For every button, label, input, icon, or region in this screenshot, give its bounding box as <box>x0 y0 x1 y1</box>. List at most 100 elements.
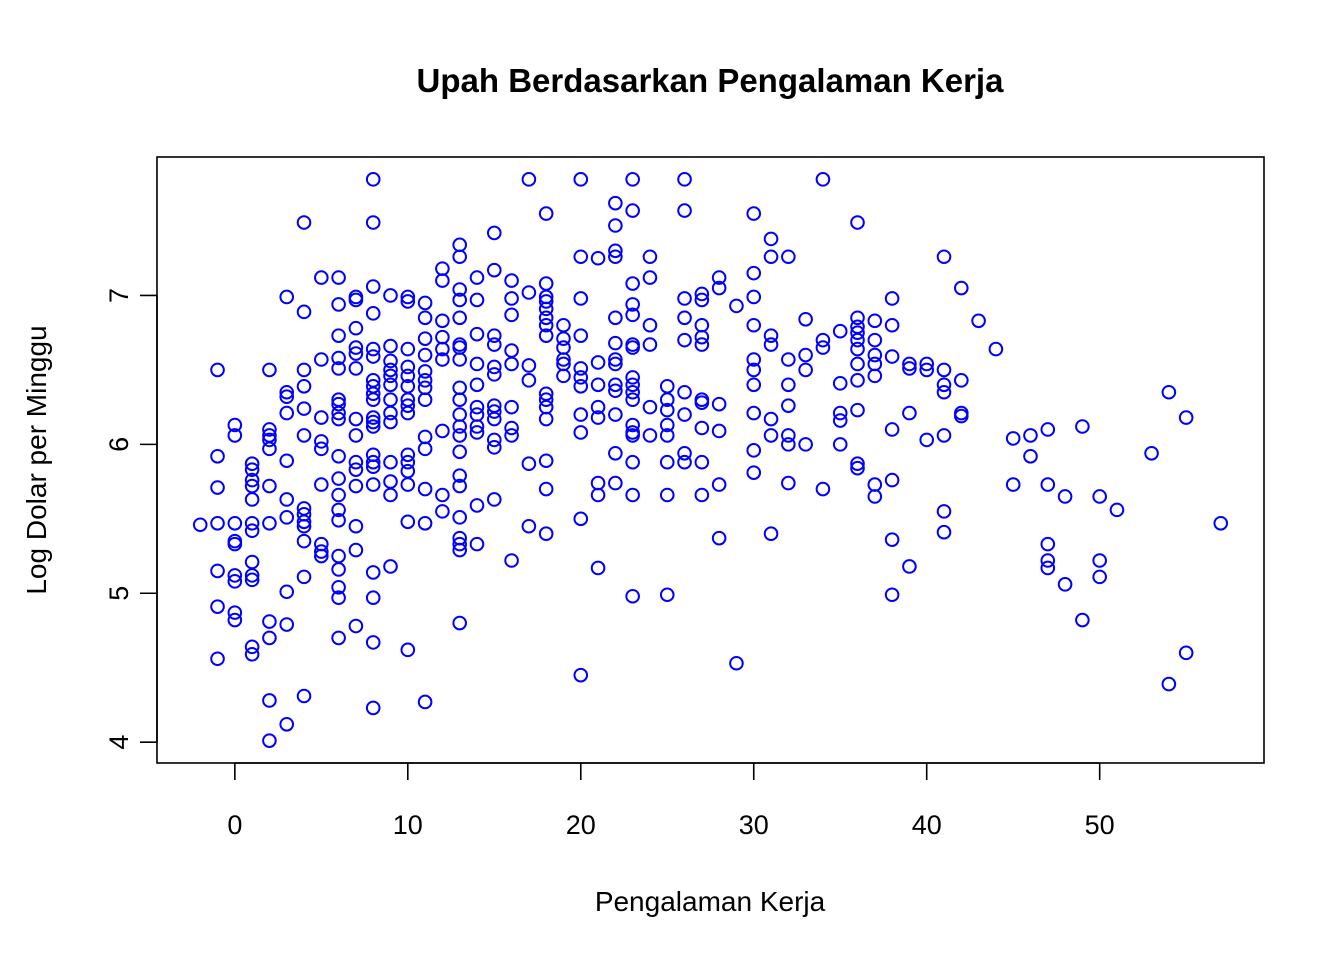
data-point <box>383 362 398 378</box>
data-point <box>279 510 295 525</box>
data-point <box>556 352 571 367</box>
data-point <box>279 617 295 632</box>
data-point <box>850 341 865 357</box>
data-point <box>400 368 416 384</box>
data-point <box>504 399 519 415</box>
data-point <box>435 352 450 367</box>
data-point <box>919 362 935 378</box>
data-point <box>815 481 831 497</box>
data-point <box>227 515 243 531</box>
data-point <box>677 291 692 306</box>
data-point <box>694 337 710 352</box>
data-point <box>504 291 519 306</box>
data-point <box>590 475 606 491</box>
data-point <box>417 392 433 407</box>
data-point <box>331 513 346 528</box>
data-point <box>590 399 606 415</box>
data-point <box>919 356 935 372</box>
data-point <box>798 437 813 452</box>
data-point <box>435 504 450 519</box>
data-point <box>296 514 312 530</box>
data-point <box>365 349 381 364</box>
data-point <box>365 386 381 402</box>
data-point <box>1040 477 1056 492</box>
data-point <box>538 328 554 343</box>
data-point <box>296 304 312 320</box>
data-point <box>469 292 485 308</box>
data-point <box>573 407 589 422</box>
data-point <box>1161 384 1177 400</box>
data-point <box>504 307 519 323</box>
data-point <box>711 423 727 439</box>
data-point <box>590 377 606 393</box>
data-point <box>729 655 744 671</box>
data-point <box>348 292 364 308</box>
data-point <box>314 270 329 285</box>
data-point <box>331 297 346 312</box>
data-point <box>746 405 762 421</box>
data-point <box>1005 431 1021 446</box>
data-point <box>1040 422 1056 437</box>
data-point <box>746 317 762 333</box>
data-point <box>244 572 260 588</box>
data-point <box>1092 489 1107 504</box>
data-point <box>746 352 762 367</box>
data-point <box>694 329 710 345</box>
data-point <box>262 630 277 646</box>
data-point <box>625 428 640 443</box>
data-point <box>867 347 883 363</box>
data-point <box>262 614 277 629</box>
data-point <box>504 428 519 443</box>
data-point <box>1213 515 1229 531</box>
data-point <box>262 441 277 457</box>
data-point <box>469 399 485 415</box>
data-point <box>538 411 554 427</box>
data-point <box>677 384 692 400</box>
data-point <box>850 325 865 340</box>
data-point <box>452 392 467 407</box>
data-point <box>746 289 762 305</box>
data-point <box>314 352 329 367</box>
data-point <box>711 396 727 412</box>
data-point <box>815 172 831 187</box>
data-point <box>331 562 346 577</box>
data-point <box>365 410 381 425</box>
data-point <box>573 249 589 265</box>
data-point <box>348 346 364 361</box>
data-point <box>850 310 865 326</box>
data-point <box>417 310 433 326</box>
data-point <box>383 454 398 470</box>
plot-frame <box>156 156 1265 764</box>
data-point <box>590 410 606 425</box>
data-point <box>486 440 502 455</box>
data-point <box>642 270 658 285</box>
data-point <box>314 410 329 425</box>
data-point <box>417 694 433 710</box>
data-points <box>192 172 1229 748</box>
data-point <box>1178 645 1194 661</box>
data-point <box>936 504 952 519</box>
data-point <box>677 332 692 348</box>
data-point <box>642 249 658 265</box>
data-point <box>365 565 381 580</box>
data-point <box>504 553 519 568</box>
data-point <box>677 310 692 326</box>
data-point <box>331 580 346 595</box>
data-point <box>625 377 640 393</box>
data-point <box>400 398 416 413</box>
data-point <box>227 574 243 589</box>
data-point <box>279 405 295 421</box>
data-point <box>365 590 381 606</box>
data-point <box>486 225 502 241</box>
data-point <box>296 533 312 549</box>
data-point <box>954 280 969 296</box>
data-point <box>417 429 433 445</box>
data-point <box>504 273 519 288</box>
data-point <box>262 515 277 531</box>
data-point <box>556 340 571 355</box>
data-point <box>556 368 571 384</box>
data-point <box>504 420 519 436</box>
data-point <box>435 341 450 357</box>
data-point <box>348 542 364 558</box>
